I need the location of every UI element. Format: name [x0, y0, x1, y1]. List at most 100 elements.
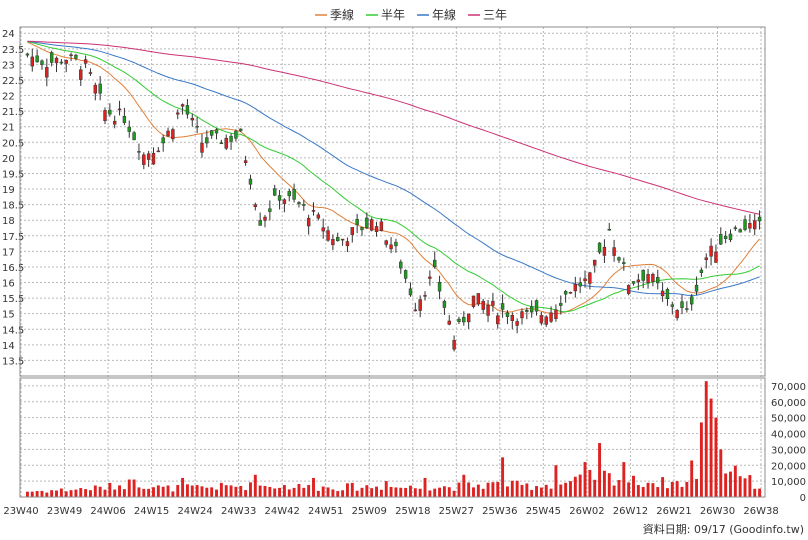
candle	[617, 257, 621, 261]
volume-bar	[661, 477, 665, 497]
candle	[176, 112, 180, 115]
candle	[685, 308, 689, 310]
candle	[302, 204, 306, 206]
candle	[365, 217, 369, 228]
candle	[413, 309, 418, 312]
volume-bar	[103, 489, 107, 497]
candle	[457, 318, 461, 323]
volume-bar	[35, 491, 39, 497]
candle	[753, 220, 757, 230]
volume-bar	[210, 487, 214, 497]
price-tick-label: 22.5	[2, 76, 24, 87]
volume-bar	[510, 480, 514, 497]
candle	[137, 151, 141, 153]
candle	[641, 269, 645, 281]
volume-bar	[675, 481, 679, 497]
candle	[379, 221, 384, 231]
candle	[234, 130, 238, 139]
x-tick-label: 25W36	[482, 506, 517, 517]
volume-bar	[602, 470, 606, 497]
price-panel	[25, 40, 762, 352]
volume-bar	[452, 490, 456, 497]
volume-bar	[520, 484, 524, 497]
volume-bar	[442, 486, 446, 497]
volume-bar	[636, 485, 640, 497]
candle	[297, 202, 301, 205]
volume-bar	[108, 482, 112, 497]
volume-bar	[646, 482, 650, 497]
candle	[214, 129, 219, 134]
candle	[277, 195, 282, 201]
axes: 13.5 14 14.5 15 15.5 16 16.5 17 17.5 18 18.5 19 19.5…	[2, 26, 806, 517]
volume-bar	[341, 490, 345, 497]
volume-bar	[569, 481, 572, 497]
volume-bar	[282, 485, 286, 497]
candle	[471, 295, 476, 307]
volume-bar	[127, 479, 131, 497]
volume-bar	[190, 485, 194, 497]
price-tick-label: 14	[2, 341, 15, 352]
volume-bar	[457, 482, 461, 497]
volume-bar	[695, 479, 698, 497]
volume-bar	[321, 486, 325, 497]
volume-bar	[447, 487, 451, 497]
volume-bar	[699, 422, 703, 497]
volume-bar	[379, 489, 383, 497]
volume-bar	[302, 487, 306, 497]
candle	[369, 219, 374, 231]
volume-tick-label: 20,000	[771, 461, 806, 472]
candle	[360, 227, 364, 231]
candle	[45, 67, 49, 78]
x-tick-label: 24W51	[308, 506, 343, 517]
volume-bar	[685, 481, 689, 497]
candle	[112, 120, 117, 125]
volume-bar	[370, 488, 374, 497]
volume-bar	[394, 487, 398, 497]
volume-bar	[239, 486, 243, 497]
candle	[117, 108, 122, 111]
volume-tick-label: 30,000	[771, 445, 806, 456]
candle	[622, 262, 626, 264]
candle	[59, 61, 64, 64]
candle	[748, 223, 752, 229]
candle	[714, 251, 718, 263]
candle	[282, 199, 287, 204]
x-tick-label: 24W06	[90, 506, 125, 517]
volume-bar	[709, 398, 713, 497]
price-tick-label: 19.5	[2, 169, 24, 180]
candle	[428, 276, 432, 279]
x-tick-label: 26W02	[569, 506, 604, 517]
volume-bar	[632, 475, 635, 497]
volume-bar	[355, 490, 359, 497]
volume-bar	[273, 488, 277, 497]
volume-bar	[360, 487, 364, 497]
price-tick-label: 13.5	[2, 356, 24, 367]
ma-line-52	[27, 40, 760, 297]
x-tick-label: 25W27	[439, 506, 474, 517]
volume-tick-label: 0	[800, 493, 806, 504]
volume-bar	[331, 489, 335, 497]
volume-bar	[724, 473, 728, 497]
candle	[229, 135, 233, 142]
candle	[180, 104, 185, 107]
volume-bar	[729, 471, 732, 497]
volume-bar	[505, 486, 509, 497]
volume-bar	[98, 486, 102, 497]
volume-bar	[423, 477, 427, 497]
candle	[660, 290, 665, 297]
volume-bar	[496, 481, 500, 497]
price-tick-label: 15.5	[2, 294, 24, 305]
candle	[132, 132, 136, 141]
volume-tick-label: 10,000	[771, 477, 806, 488]
price-tick-label: 19	[2, 185, 15, 196]
candle	[433, 259, 437, 267]
candle	[612, 247, 616, 256]
volume-bar	[622, 462, 626, 497]
candle	[723, 235, 728, 239]
candle	[292, 189, 296, 200]
volume-bar	[55, 490, 58, 497]
volume-bar	[244, 490, 248, 497]
candle	[40, 60, 44, 65]
candle	[345, 241, 350, 247]
volume-bar	[253, 474, 257, 497]
